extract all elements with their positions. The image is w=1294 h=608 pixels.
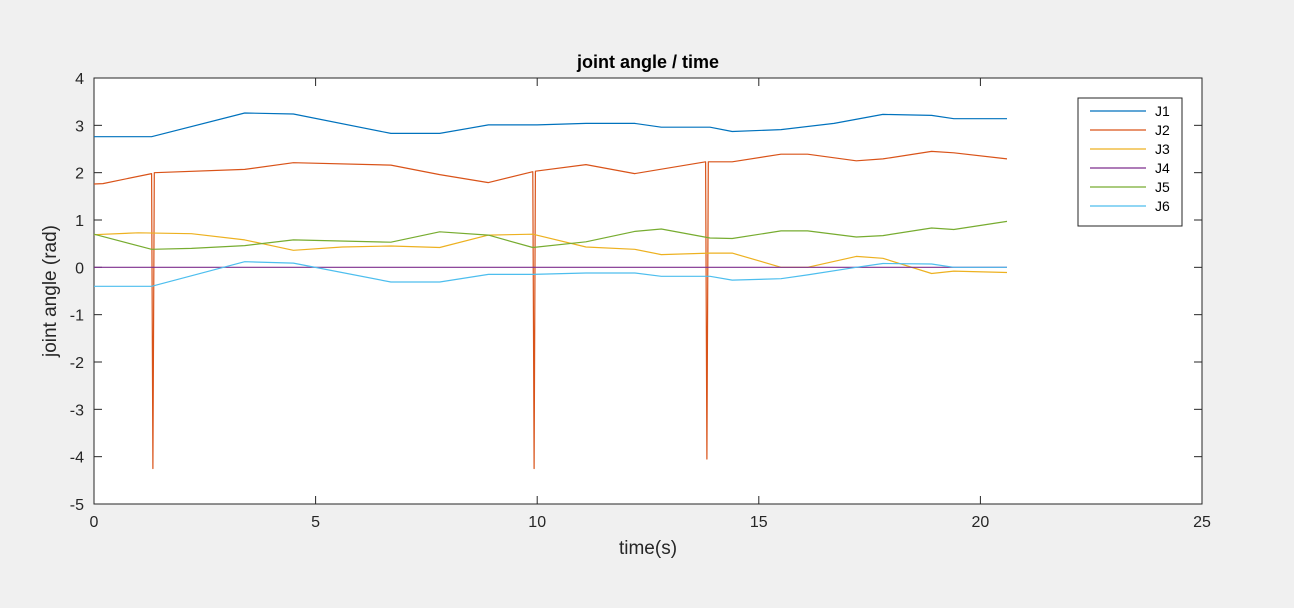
- legend-box: [1077, 97, 1183, 227]
- x-tick-label: 15: [750, 514, 768, 531]
- y-tick-label: 3: [75, 118, 84, 135]
- series-line-j1: [94, 112, 1007, 138]
- legend: J1 J2 J3 J4 J5 J6: [1077, 97, 1183, 227]
- series-line-j6: [94, 261, 1007, 287]
- x-tick-label: 10: [528, 514, 546, 531]
- series-line-j2: [93, 150, 1008, 470]
- series-line-j5: [93, 220, 1008, 250]
- legend-label-j6: J6: [1155, 198, 1170, 214]
- chart-title: joint angle / time: [576, 52, 719, 72]
- series-lines: [93, 112, 1008, 470]
- x-axis-label: time(s): [619, 538, 677, 559]
- y-tick-label: -4: [70, 450, 84, 467]
- y-tick-label: -3: [70, 402, 84, 419]
- y-tick-label: 4: [75, 71, 84, 88]
- legend-label-j3: J3: [1155, 141, 1170, 157]
- y-tick-label: 0: [75, 260, 84, 277]
- y-tick-label: -5: [70, 497, 84, 514]
- legend-label-j4: J4: [1155, 160, 1170, 176]
- y-tick-label: -1: [70, 308, 84, 325]
- x-tick-label: 20: [972, 514, 990, 531]
- y-axis: 4 3 2 1 0 -1 -2 -3 -4 -5: [70, 71, 1202, 514]
- series-line-j3: [93, 232, 1008, 275]
- y-tick-label: 2: [75, 166, 84, 183]
- y-axis-label: joint angle (rad): [40, 225, 61, 358]
- y-tick-label: 1: [75, 213, 84, 230]
- x-tick-label: 25: [1193, 514, 1211, 531]
- legend-label-j5: J5: [1155, 179, 1170, 195]
- y-tick-label: -2: [70, 355, 84, 372]
- x-tick-label: 0: [90, 514, 99, 531]
- x-axis: 0 5 10 15 20 25: [90, 78, 1211, 531]
- legend-label-j1: J1: [1155, 103, 1170, 119]
- legend-label-j2: J2: [1155, 122, 1170, 138]
- x-tick-label: 5: [311, 514, 320, 531]
- plot-area: [93, 77, 1203, 505]
